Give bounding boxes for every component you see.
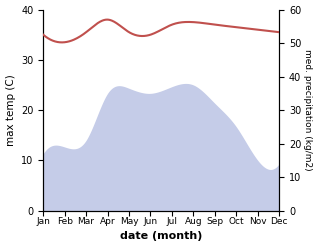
X-axis label: date (month): date (month) bbox=[120, 231, 203, 242]
Y-axis label: max temp (C): max temp (C) bbox=[5, 74, 16, 146]
Y-axis label: med. precipitation (kg/m2): med. precipitation (kg/m2) bbox=[303, 49, 313, 171]
